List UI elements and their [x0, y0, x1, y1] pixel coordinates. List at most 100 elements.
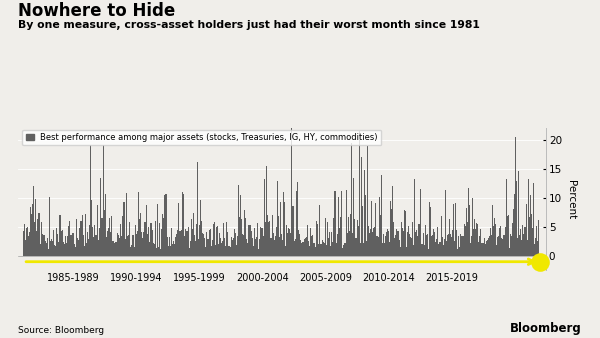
Bar	[128, 235, 129, 256]
Bar	[485, 241, 487, 256]
Bar	[146, 234, 148, 256]
Bar	[443, 239, 445, 256]
Bar	[108, 228, 109, 256]
Bar	[288, 228, 289, 256]
Bar	[328, 238, 329, 256]
Bar	[351, 143, 352, 256]
Bar	[332, 242, 334, 256]
Bar	[205, 247, 206, 256]
Bar	[274, 240, 275, 256]
Bar	[432, 235, 433, 256]
Bar	[136, 234, 137, 256]
Bar	[524, 227, 526, 256]
Bar	[255, 239, 256, 256]
Bar	[519, 236, 520, 256]
Bar	[44, 235, 45, 256]
Bar	[373, 227, 374, 256]
Text: By one measure, cross-asset holders just had their worst month since 1981: By one measure, cross-asset holders just…	[18, 20, 480, 30]
Bar	[385, 236, 386, 256]
Bar	[217, 226, 218, 256]
Bar	[157, 204, 158, 256]
Bar	[412, 222, 413, 256]
Bar	[170, 246, 171, 256]
Bar	[380, 175, 382, 256]
Bar	[403, 231, 404, 256]
Bar	[310, 228, 311, 256]
Bar	[422, 233, 424, 256]
Bar	[287, 233, 288, 256]
Bar	[79, 227, 80, 256]
Bar	[70, 235, 71, 256]
Bar	[223, 223, 224, 256]
Bar	[349, 231, 350, 256]
Bar	[261, 228, 262, 256]
Bar	[470, 243, 471, 256]
Bar	[131, 245, 132, 256]
Bar	[139, 219, 140, 256]
Bar	[43, 236, 44, 256]
Bar	[389, 242, 390, 256]
Bar	[272, 233, 274, 256]
Bar	[155, 221, 156, 256]
Bar	[220, 238, 221, 256]
Bar	[366, 241, 367, 256]
Bar	[177, 230, 178, 256]
Bar	[109, 218, 110, 256]
Bar	[496, 245, 497, 256]
Bar	[227, 232, 229, 256]
Bar	[320, 244, 321, 256]
Bar	[230, 237, 232, 256]
Bar	[430, 207, 431, 256]
Bar	[450, 234, 451, 256]
Bar	[302, 242, 303, 256]
Bar	[59, 215, 61, 256]
Bar	[478, 242, 479, 256]
Bar	[49, 197, 50, 256]
Bar	[159, 223, 160, 256]
Bar	[237, 237, 238, 256]
Bar	[408, 226, 409, 256]
Bar	[266, 166, 268, 256]
Bar	[202, 233, 203, 256]
Text: Bloomberg: Bloomberg	[510, 322, 582, 335]
Bar	[226, 222, 227, 256]
Bar	[145, 222, 146, 256]
Bar	[76, 219, 77, 256]
Bar	[171, 228, 172, 256]
Bar	[394, 238, 395, 256]
Bar	[533, 184, 534, 256]
Bar	[83, 246, 85, 256]
Bar	[293, 241, 295, 256]
Bar	[127, 236, 128, 256]
Bar	[56, 228, 58, 256]
Bar	[418, 224, 419, 256]
Bar	[493, 226, 494, 256]
Bar	[87, 232, 88, 256]
Bar	[90, 145, 91, 256]
Bar	[53, 230, 54, 256]
Bar	[94, 225, 95, 256]
Bar	[415, 233, 416, 256]
Bar	[303, 242, 304, 256]
Bar	[388, 231, 389, 256]
Bar	[348, 217, 349, 256]
Bar	[129, 222, 130, 256]
Bar	[321, 244, 322, 256]
Bar	[476, 223, 477, 256]
Bar	[206, 232, 208, 256]
Bar	[433, 229, 434, 256]
Bar	[313, 243, 314, 256]
Bar	[494, 218, 495, 256]
Bar	[532, 228, 533, 256]
Legend: Best performance among major assets (stocks, Treasuries, IG, HY, commodities): Best performance among major assets (sto…	[22, 130, 382, 145]
Bar	[158, 246, 159, 256]
Bar	[161, 230, 163, 256]
Bar	[442, 237, 443, 256]
Bar	[435, 242, 436, 256]
Bar	[338, 227, 340, 256]
Bar	[515, 137, 516, 256]
Bar	[142, 238, 143, 256]
Bar	[112, 241, 113, 256]
Bar	[416, 230, 418, 256]
Bar	[140, 213, 142, 256]
